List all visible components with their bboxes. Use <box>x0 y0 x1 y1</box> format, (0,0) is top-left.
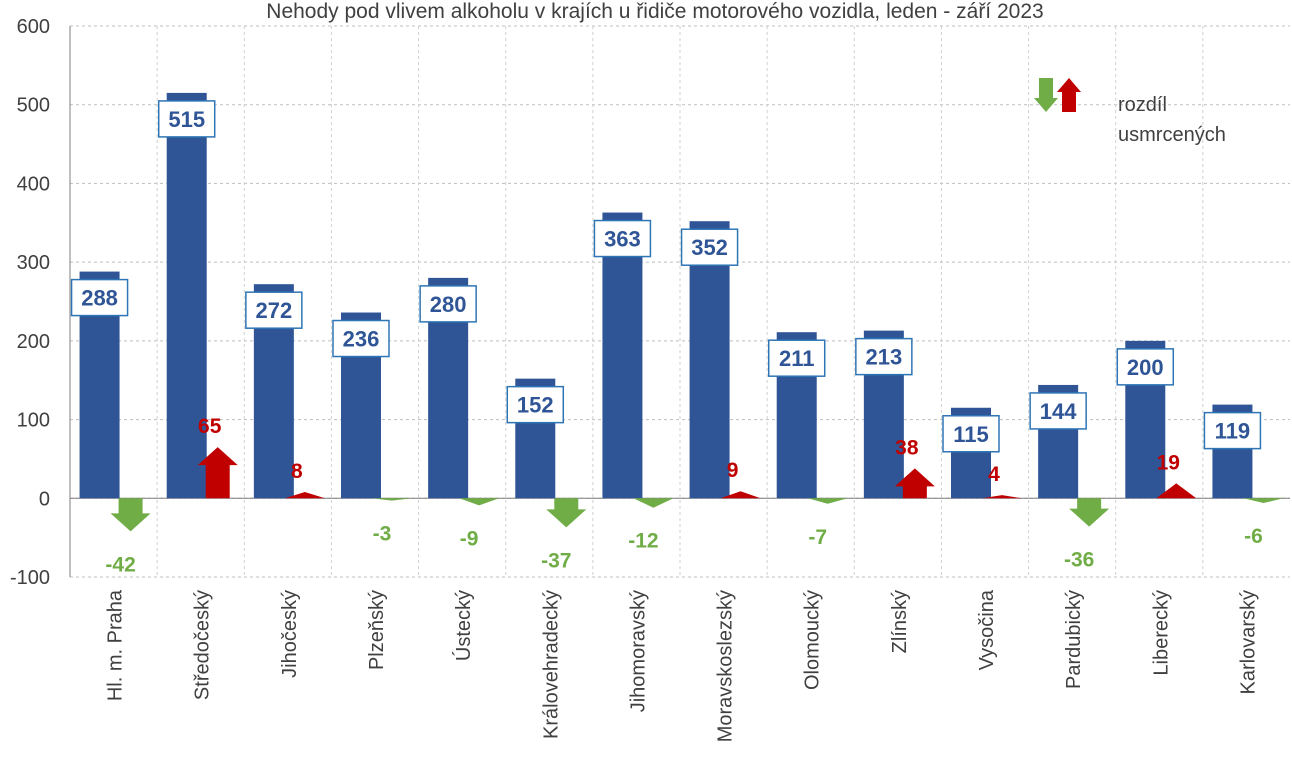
diff-arrow <box>546 498 587 528</box>
value-label: 200 <box>1127 355 1164 380</box>
value-label: 115 <box>953 422 989 447</box>
value-box <box>680 228 739 266</box>
x-tick-label: Plzeňský <box>366 590 388 670</box>
y-tick-label: -100 <box>10 567 50 589</box>
x-tick-label: Karlovarský <box>1237 590 1259 694</box>
y-tick-label: 100 <box>17 410 50 432</box>
diff-arrow <box>110 498 151 532</box>
diff-label: 8 <box>291 460 303 483</box>
bar <box>689 221 730 499</box>
x-tick-label: Liberecký <box>1150 590 1172 676</box>
value-box <box>855 337 913 376</box>
x-tick-label: Pardubický <box>1063 590 1085 689</box>
diff-arrow <box>1243 498 1284 504</box>
x-tick-label: Jihočeský <box>279 590 301 678</box>
y-tick-label: 200 <box>17 331 50 353</box>
legend-arrow <box>1034 78 1058 112</box>
bar <box>602 212 643 499</box>
diff-arrow <box>284 491 325 499</box>
diff-label: -3 <box>373 523 392 546</box>
value-box <box>942 415 1000 453</box>
y-tick-label: 0 <box>39 488 50 510</box>
value-box <box>1203 411 1262 450</box>
legend-label: rozdíl usmrcených <box>1118 94 1226 146</box>
x-tick-label: Moravskoslezský <box>715 590 737 742</box>
diff-label: 65 <box>198 415 222 438</box>
x-tick-label: Královehradecký <box>540 590 562 739</box>
value-box <box>70 278 129 317</box>
diff-arrow <box>894 468 935 499</box>
value-box <box>1029 392 1087 430</box>
diff-label: -36 <box>1064 549 1094 572</box>
x-tick-label: Středočeský <box>192 590 214 700</box>
value-label: 363 <box>604 227 641 252</box>
diff-label: -37 <box>541 549 571 572</box>
diff-arrow <box>807 498 848 504</box>
diff-label: 19 <box>1157 451 1180 474</box>
x-tick-label: Zlínský <box>889 590 911 653</box>
diff-label: -9 <box>460 527 479 550</box>
value-box <box>419 285 477 323</box>
y-tick-label: 600 <box>17 16 50 38</box>
diff-label: -12 <box>628 530 658 553</box>
diff-arrow <box>1069 498 1110 527</box>
x-tick-label: Olomoucký <box>802 590 824 690</box>
y-tick-label: 300 <box>17 252 50 274</box>
value-label: 352 <box>691 235 728 260</box>
value-box <box>767 339 826 377</box>
diff-arrow <box>197 447 238 499</box>
y-tick-label: 400 <box>17 173 50 195</box>
diff-label: -7 <box>808 526 827 549</box>
diff-arrow <box>720 491 761 499</box>
value-label: 280 <box>430 292 467 317</box>
diff-label: -42 <box>105 553 135 576</box>
diff-label: 38 <box>895 436 919 459</box>
value-label: 288 <box>81 286 118 311</box>
x-tick-label: Hl. m. Praha <box>105 589 127 701</box>
value-box <box>506 385 565 424</box>
value-box <box>332 319 390 358</box>
diff-label: 9 <box>727 459 739 482</box>
value-label: 515 <box>168 107 205 132</box>
diff-arrow <box>372 498 412 501</box>
x-tick-label: Jihomoravský <box>627 590 649 712</box>
diff-arrow <box>982 495 1022 499</box>
value-box <box>1116 348 1175 386</box>
value-box <box>245 291 303 329</box>
x-tick-label: Ústecký <box>452 590 475 661</box>
value-label: 152 <box>517 393 554 418</box>
value-label: 119 <box>1215 419 1251 444</box>
diff-arrow <box>633 498 674 508</box>
diff-arrow <box>1156 483 1197 499</box>
value-box <box>593 219 652 258</box>
chart-title: Nehody pod vlivem alkoholu v krajích u ř… <box>266 0 1043 23</box>
value-label: 213 <box>865 345 902 370</box>
diff-label: 4 <box>988 463 1000 486</box>
value-label: 211 <box>779 346 815 371</box>
x-tick-label: Vysočina <box>976 589 998 670</box>
bar <box>166 92 207 499</box>
value-label: 236 <box>343 327 380 352</box>
value-label: 144 <box>1040 399 1077 424</box>
legend-arrow <box>1057 78 1081 112</box>
diff-label: -6 <box>1244 525 1263 548</box>
value-label: 272 <box>255 298 292 323</box>
y-tick-label: 500 <box>17 95 50 117</box>
value-box <box>157 100 216 138</box>
diff-arrow <box>459 498 500 506</box>
